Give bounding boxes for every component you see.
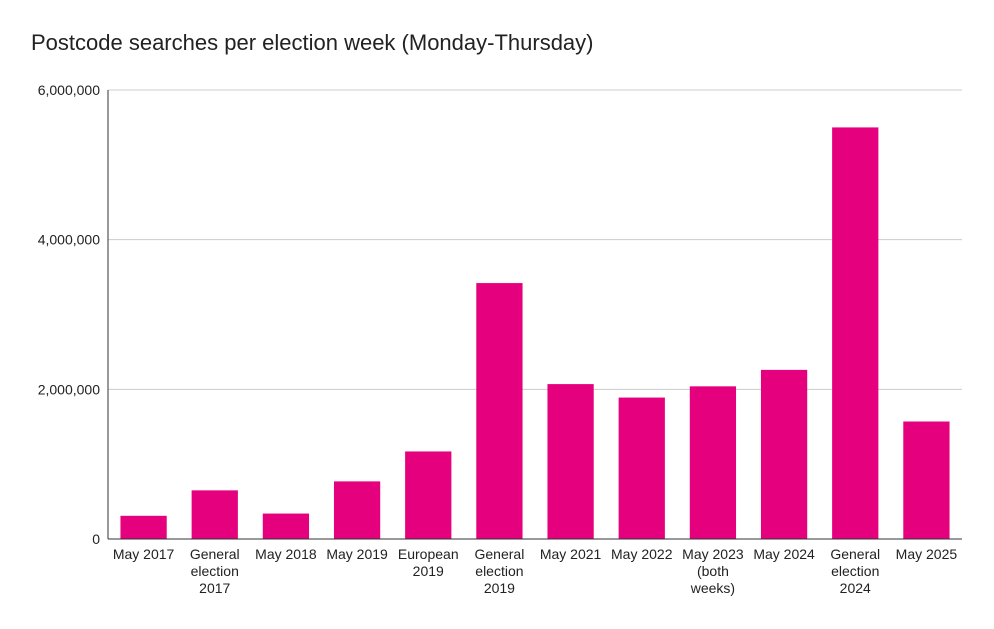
x-tick-label: General election 2017 — [190, 546, 240, 596]
bar — [689, 386, 737, 539]
bar — [476, 283, 523, 539]
x-tick-label: May 2017 — [113, 546, 175, 562]
bar — [191, 490, 238, 539]
x-tick-label: General election 2019 — [475, 546, 525, 596]
chart-title: Postcode searches per election week (Mon… — [31, 30, 594, 55]
x-tick-label: European 2019 — [398, 546, 459, 579]
x-tick-label: May 2024 — [753, 546, 815, 562]
bar — [832, 127, 879, 540]
y-tick-label: 6,000,000 — [38, 82, 100, 98]
bar — [333, 481, 381, 539]
y-tick-label: 2,000,000 — [38, 381, 100, 397]
x-tick-label: May 2021 — [540, 546, 602, 562]
bar — [120, 515, 167, 539]
y-tick-label: 0 — [92, 531, 100, 547]
bar — [547, 384, 594, 539]
bar — [262, 513, 310, 539]
bars — [120, 127, 950, 540]
x-tick-label: May 2019 — [326, 546, 388, 562]
x-tick-label: May 2018 — [255, 546, 317, 562]
x-tick-label: General election 2024 — [830, 546, 880, 596]
x-tick-label: May 2023 (both weeks) — [682, 546, 744, 596]
bar — [405, 451, 452, 539]
gridlines — [108, 89, 962, 390]
axes — [107, 90, 962, 540]
x-tick-label: May 2022 — [611, 546, 673, 562]
y-tick-label: 4,000,000 — [38, 232, 100, 248]
y-axis-tick-labels: 0 2,000,000 4,000,000 6,000,000 — [38, 82, 101, 547]
x-tick-label: May 2025 — [896, 546, 958, 562]
bar — [903, 421, 950, 539]
x-axis-tick-labels: May 2017 General election 2017 May 2018 May 2… — [113, 546, 958, 596]
bar — [760, 369, 808, 539]
bar — [618, 397, 665, 539]
